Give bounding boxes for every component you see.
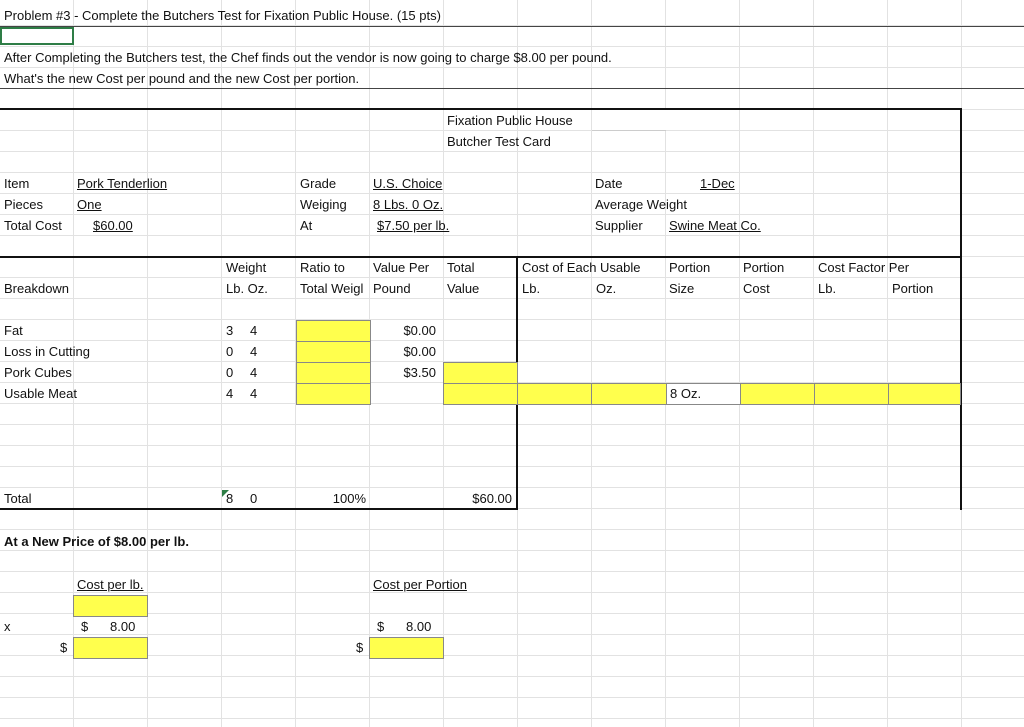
section-title: At a New Price of $8.00 per lb. xyxy=(4,534,189,549)
label: Cost per lb. xyxy=(77,577,144,592)
weight-lb: 4 xyxy=(226,386,234,401)
answer-cell[interactable] xyxy=(443,362,518,384)
currency: $ xyxy=(60,640,68,655)
field-value: $60.00 xyxy=(93,218,133,233)
column-header: Breakdown xyxy=(4,281,70,296)
field-label: Average Weight xyxy=(595,197,688,212)
portion-size: 8 Oz. xyxy=(670,386,702,401)
answer-cell[interactable] xyxy=(888,383,961,405)
card-border xyxy=(960,108,962,510)
field-label: Total Cost xyxy=(4,218,62,233)
column-header: Value xyxy=(447,281,480,296)
column-header: Value Per xyxy=(373,260,430,275)
multiply-sign: x xyxy=(4,619,11,634)
card-title: Fixation Public House xyxy=(447,113,573,128)
weight-oz: 4 xyxy=(250,386,258,401)
weight-oz: 4 xyxy=(250,344,258,359)
answer-cell[interactable] xyxy=(296,320,371,342)
column-header: Pound xyxy=(373,281,411,296)
card-border xyxy=(0,508,518,510)
answer-cell[interactable] xyxy=(73,637,148,659)
row-border xyxy=(0,88,1024,89)
column-header: Weight xyxy=(226,260,267,275)
total-oz: 0 xyxy=(250,491,258,506)
cell-marker xyxy=(222,490,229,497)
column-header: Lb. xyxy=(818,281,837,296)
weight-oz: 4 xyxy=(250,323,258,338)
field-value: 8 Lbs. 0 Oz. xyxy=(373,197,444,212)
column-header: Lb. Oz. xyxy=(226,281,268,296)
answer-cell[interactable] xyxy=(443,383,518,405)
answer-cell[interactable] xyxy=(296,383,371,405)
field-label: Item xyxy=(4,176,30,191)
field-value: U.S. Choice xyxy=(373,176,443,191)
column-header: Portion xyxy=(743,260,785,275)
answer-cell[interactable] xyxy=(814,383,889,405)
total-value: $60.00 xyxy=(472,491,512,506)
field-label: At xyxy=(300,218,313,233)
row-label: Loss in Cutting xyxy=(4,344,90,359)
column-header: Oz. xyxy=(596,281,617,296)
value-per-pound: $0.00 xyxy=(403,323,436,338)
row-border xyxy=(0,26,1024,27)
column-header: Cost xyxy=(743,281,770,296)
currency: $ xyxy=(81,619,89,634)
weight-lb: 0 xyxy=(226,344,234,359)
column-header: Size xyxy=(669,281,695,296)
value: 8.00 xyxy=(110,619,136,634)
card-border xyxy=(0,256,962,258)
answer-cell[interactable] xyxy=(369,637,444,659)
field-value: $7.50 per lb. xyxy=(377,218,450,233)
field-value: 1-Dec xyxy=(700,176,735,191)
value-per-pound: $3.50 xyxy=(403,365,436,380)
selected-cell[interactable] xyxy=(0,27,74,45)
currency: $ xyxy=(356,640,364,655)
field-label: Weiging xyxy=(300,197,347,212)
weight-oz: 4 xyxy=(250,365,258,380)
total-ratio: 100% xyxy=(332,491,366,506)
field-label: Pieces xyxy=(4,197,44,212)
currency: $ xyxy=(377,619,385,634)
column-header: Ratio to xyxy=(300,260,345,275)
value: 8.00 xyxy=(406,619,432,634)
weight-lb: 3 xyxy=(226,323,234,338)
instruction: What's the new Cost per pound and the ne… xyxy=(4,71,360,86)
answer-cell[interactable] xyxy=(73,595,148,617)
row-label: Usable Meat xyxy=(4,386,77,401)
total-lb: 8 xyxy=(226,491,234,506)
column-header: Total Weigl xyxy=(300,281,364,296)
answer-cell[interactable] xyxy=(517,383,592,405)
field-value: Pork Tenderlion xyxy=(77,176,168,191)
field-value: One xyxy=(77,197,102,212)
row-label: Fat xyxy=(4,323,23,338)
answer-cell[interactable] xyxy=(591,383,667,405)
row-label: Pork Cubes xyxy=(4,365,72,380)
answer-cell[interactable] xyxy=(296,341,371,363)
column-header: Cost Factor Per xyxy=(818,260,910,275)
problem-title: Problem #3 - Complete the Butchers Test … xyxy=(4,8,441,23)
column-header: Cost of Each Usable xyxy=(522,260,641,275)
column-header: Lb. xyxy=(522,281,541,296)
answer-cell[interactable] xyxy=(740,383,815,405)
value-per-pound: $0.00 xyxy=(403,344,436,359)
total-label: Total xyxy=(4,491,32,506)
field-label: Date xyxy=(595,176,623,191)
field-value: Swine Meat Co. xyxy=(669,218,761,233)
card-subtitle: Butcher Test Card xyxy=(447,134,551,149)
field-label: Grade xyxy=(300,176,337,191)
field-label: Supplier xyxy=(595,218,643,233)
cell xyxy=(592,110,666,131)
label: Cost per Portion xyxy=(373,577,467,592)
card-border xyxy=(0,108,962,110)
instruction: After Completing the Butchers test, the … xyxy=(4,50,612,65)
weight-lb: 0 xyxy=(226,365,234,380)
column-header: Portion xyxy=(669,260,711,275)
answer-cell[interactable] xyxy=(296,362,371,384)
column-header: Portion xyxy=(892,281,934,296)
column-header: Total xyxy=(447,260,475,275)
